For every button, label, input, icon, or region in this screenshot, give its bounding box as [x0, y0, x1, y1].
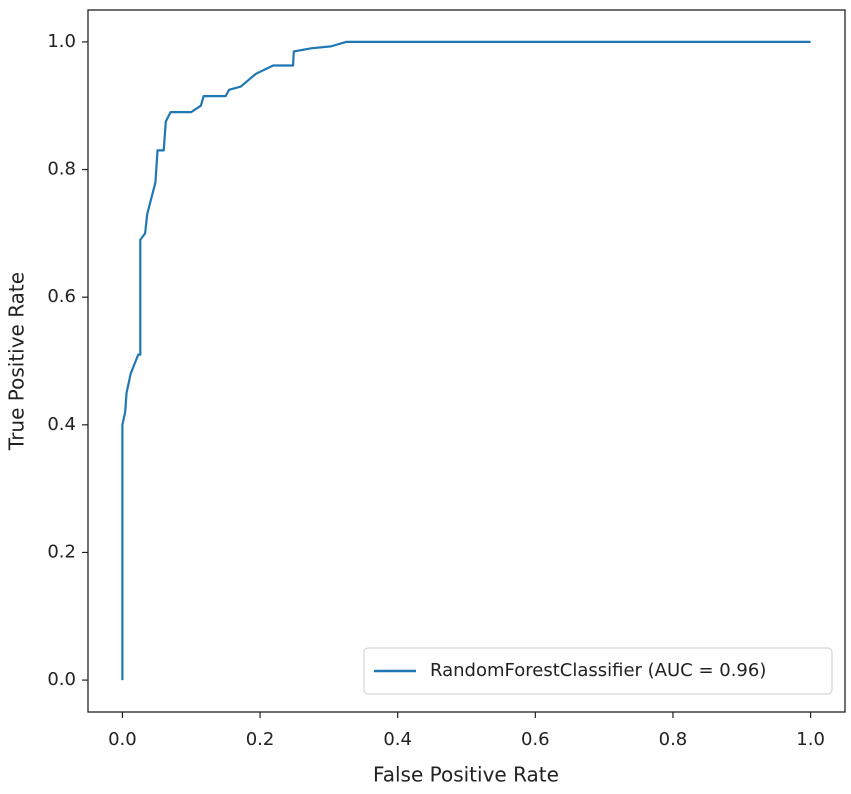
legend-label: RandomForestClassifier (AUC = 0.96) [430, 660, 766, 681]
x-tick-label: 0.6 [521, 729, 550, 750]
y-tick-label: 0.4 [47, 414, 76, 435]
y-tick-label: 0.6 [47, 286, 76, 307]
x-axis-label: False Positive Rate [373, 763, 559, 787]
y-tick-label: 1.0 [47, 31, 76, 52]
y-axis-label: True Positive Rate [5, 272, 29, 451]
y-tick-label: 0.2 [47, 541, 76, 562]
x-tick-label: 0.0 [108, 729, 137, 750]
x-tick-label: 0.8 [659, 729, 688, 750]
y-tick-label: 0.8 [47, 159, 76, 180]
x-tick-label: 1.0 [796, 729, 825, 750]
x-tick-label: 0.4 [383, 729, 412, 750]
x-tick-label: 0.2 [246, 729, 275, 750]
roc-line [121, 40, 811, 681]
y-tick-label: 0.0 [47, 669, 76, 690]
legend-box [363, 647, 833, 695]
axes-frame [87, 9, 846, 713]
